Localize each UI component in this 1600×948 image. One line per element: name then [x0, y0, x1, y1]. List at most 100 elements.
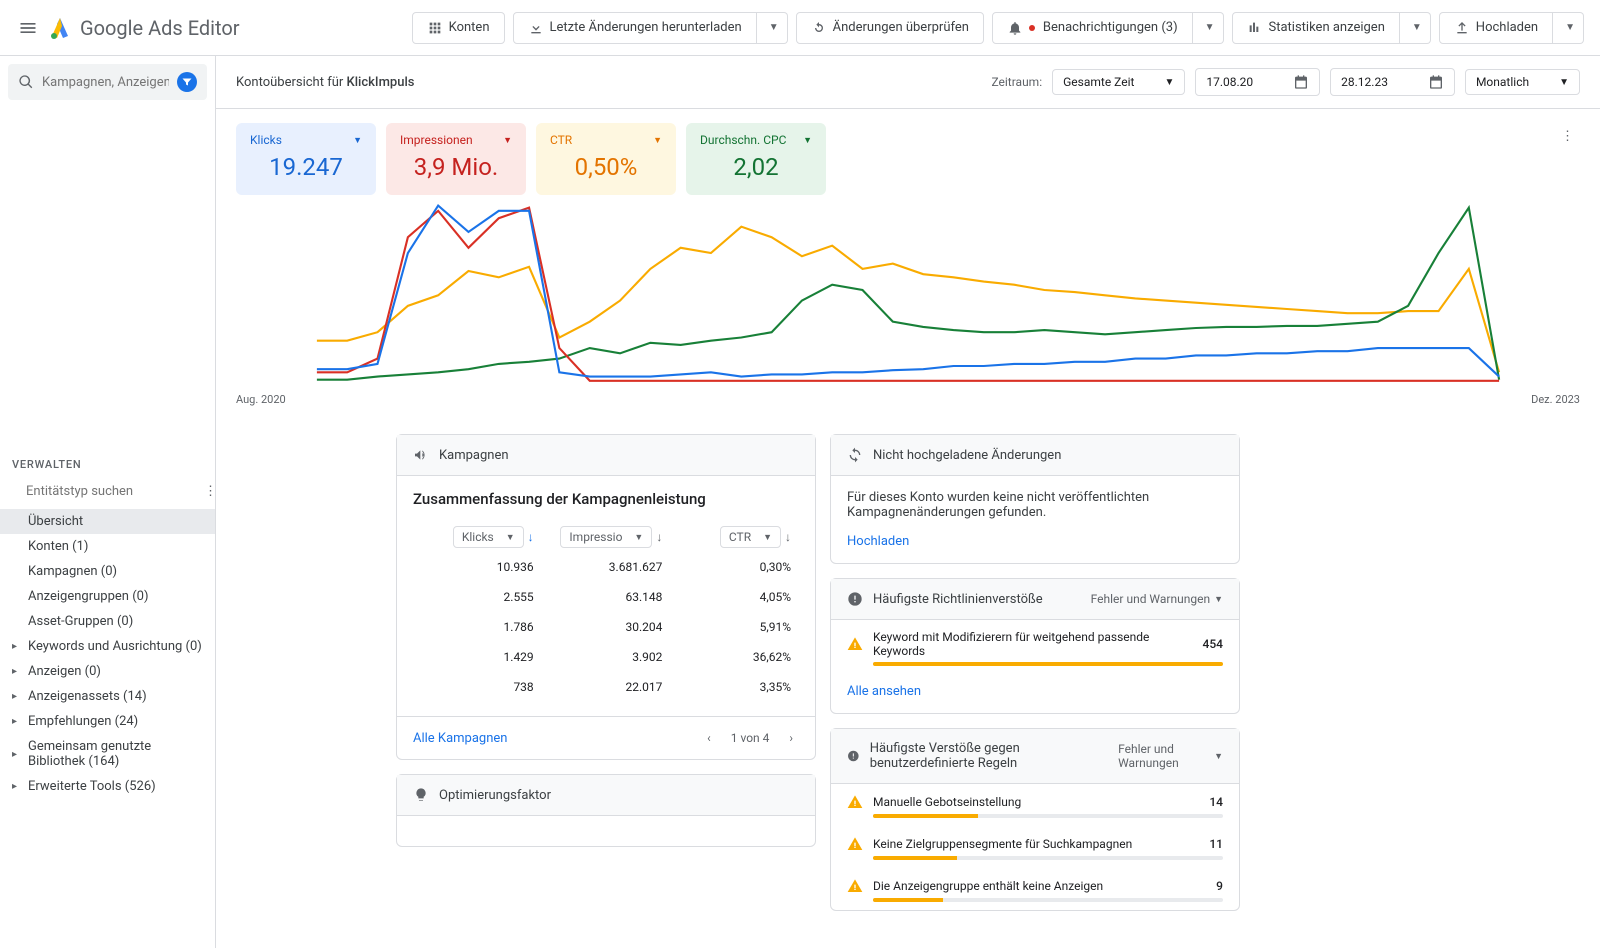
- table-row[interactable]: 1.4293.90236,62%: [413, 642, 799, 672]
- download-icon: [528, 20, 544, 36]
- metric-card[interactable]: Impressionen▼3,9 Mio.: [386, 123, 526, 195]
- nav-item[interactable]: Übersicht: [0, 509, 215, 534]
- violation-bar: [873, 814, 1223, 818]
- upload-button[interactable]: Hochladen: [1439, 12, 1553, 44]
- metric-card[interactable]: Klicks▼19.247: [236, 123, 376, 195]
- rules-filter[interactable]: Fehler und Warnungen▼: [1118, 742, 1223, 770]
- policy-panel: Häufigste Richtlinienverstöße Fehler und…: [830, 578, 1240, 714]
- all-campaigns-link[interactable]: Alle Kampagnen: [413, 731, 507, 746]
- download-label: Letzte Änderungen herunterladen: [550, 20, 742, 35]
- violation-row[interactable]: Keine Zielgruppensegmente für Suchkampag…: [831, 826, 1239, 856]
- table-row[interactable]: 10.9363.681.6270,30%: [413, 552, 799, 582]
- granularity-select[interactable]: Monatlich▼: [1465, 69, 1580, 95]
- notifications-caret[interactable]: ▼: [1193, 12, 1224, 44]
- violation-bar: [873, 662, 1223, 666]
- download-button[interactable]: Letzte Änderungen herunterladen: [513, 12, 757, 44]
- upload-label: Hochladen: [1476, 20, 1538, 35]
- app-title: Google Ads Editor: [80, 16, 240, 40]
- hamburger-menu[interactable]: [16, 16, 40, 40]
- download-caret[interactable]: ▼: [757, 12, 788, 44]
- warning-icon: [847, 878, 863, 894]
- google-ads-icon: [48, 16, 72, 40]
- lightbulb-icon: [413, 787, 429, 803]
- period-select[interactable]: Gesamte Zeit▼: [1052, 69, 1185, 95]
- date-from[interactable]: 17.08.20: [1195, 68, 1320, 96]
- campaigns-panel: Kampagnen Zusammenfassung der Kampagnenl…: [396, 434, 816, 760]
- filter-icon: [181, 76, 193, 88]
- stats-icon: [1247, 20, 1263, 36]
- violation-row[interactable]: Die Anzeigengruppe enthält keine Anzeige…: [831, 868, 1239, 898]
- opt-head-label: Optimierungsfaktor: [439, 788, 551, 803]
- period-label: Zeitraum:: [991, 75, 1042, 89]
- nav-item[interactable]: ▸Gemeinsam genutzte Bibliothek (164): [0, 734, 215, 774]
- stats-caret[interactable]: ▼: [1400, 12, 1431, 44]
- notifications-label: Benachrichtigungen (3): [1043, 20, 1178, 35]
- nav-item[interactable]: ▸Keywords und Ausrichtung (0): [0, 634, 215, 659]
- nav-item[interactable]: Kampagnen (0): [0, 559, 215, 584]
- metrics-more-icon[interactable]: ⋮: [1555, 123, 1580, 150]
- sync-icon: [847, 447, 863, 463]
- content: Kontoübersicht für KlickImpuls Zeitraum:…: [216, 56, 1600, 948]
- chart-x-end: Dez. 2023: [1531, 393, 1580, 406]
- changes-panel: Nicht hochgeladene Änderungen Für dieses…: [830, 434, 1240, 564]
- nav-item[interactable]: Anzeigengruppen (0): [0, 584, 215, 609]
- nav-item[interactable]: Konten (1): [0, 534, 215, 559]
- review-button[interactable]: Änderungen überprüfen: [796, 12, 984, 44]
- entity-search[interactable]: ⋮: [8, 477, 207, 505]
- sort-impr[interactable]: ↓: [656, 530, 662, 544]
- changes-head-label: Nicht hochgeladene Änderungen: [873, 448, 1061, 463]
- nav-item[interactable]: Asset-Gruppen (0): [0, 609, 215, 634]
- col-ctr-select[interactable]: CTR▼: [720, 526, 781, 548]
- sidebar: VERWALTEN ⋮ ÜbersichtKonten (1)Kampagnen…: [0, 56, 216, 948]
- policy-all-link[interactable]: Alle ansehen: [847, 684, 921, 699]
- nav-item[interactable]: ▸Erweiterte Tools (526): [0, 774, 215, 799]
- date-to[interactable]: 28.12.23: [1330, 68, 1455, 96]
- metrics-row: Klicks▼19.247Impressionen▼3,9 Mio.CTR▼0,…: [216, 109, 1600, 195]
- sidebar-search-input[interactable]: [42, 75, 169, 90]
- chart: [216, 195, 1600, 393]
- metric-card[interactable]: Durchschn. CPC▼2,02: [686, 123, 826, 195]
- app-logo: Google Ads Editor: [48, 16, 240, 40]
- pager-prev[interactable]: ‹: [701, 729, 717, 747]
- refresh-icon: [811, 20, 827, 36]
- nav-item[interactable]: ▸Anzeigen (0): [0, 659, 215, 684]
- metric-card[interactable]: CTR▼0,50%: [536, 123, 676, 195]
- col-impr-select[interactable]: Impressio▼: [560, 526, 652, 548]
- rules-head-label: Häufigste Verstöße gegen benutzerdefinie…: [870, 741, 1108, 771]
- accounts-label: Konten: [449, 20, 490, 35]
- bell-icon: [1007, 20, 1023, 36]
- notifications-button[interactable]: Benachrichtigungen (3): [992, 12, 1193, 44]
- upload-caret[interactable]: ▼: [1553, 12, 1584, 44]
- violation-row[interactable]: Manuelle Gebotseinstellung14: [831, 784, 1239, 814]
- upload-icon: [1454, 20, 1470, 36]
- table-row[interactable]: 73822.0173,35%: [413, 672, 799, 702]
- col-klicks-select[interactable]: Klicks▼: [453, 526, 524, 548]
- grid-icon: [427, 20, 443, 36]
- sidebar-search[interactable]: [8, 64, 207, 100]
- notification-dot: [1029, 25, 1035, 31]
- pager-text: 1 von 4: [731, 731, 770, 745]
- entity-more-icon[interactable]: ⋮: [200, 484, 216, 499]
- rules-icon: [847, 748, 860, 764]
- filter-badge[interactable]: [177, 72, 197, 92]
- stats-button[interactable]: Statistiken anzeigen: [1232, 12, 1400, 44]
- sort-klicks[interactable]: ↓: [528, 530, 534, 544]
- pager-next[interactable]: ›: [783, 729, 799, 747]
- entity-search-input[interactable]: [26, 484, 192, 499]
- changes-upload-link[interactable]: Hochladen: [847, 534, 909, 549]
- policy-icon: [847, 591, 863, 607]
- policy-filter[interactable]: Fehler und Warnungen▼: [1091, 592, 1223, 606]
- violation-row[interactable]: Keyword mit Modifizierern für weitgehend…: [831, 620, 1239, 662]
- account-name: KlickImpuls: [347, 75, 415, 90]
- accounts-button[interactable]: Konten: [412, 12, 505, 44]
- warning-icon: [847, 836, 863, 852]
- table-row[interactable]: 2.55563.1484,05%: [413, 582, 799, 612]
- warning-icon: [847, 794, 863, 810]
- policy-head-label: Häufigste Richtlinienverstöße: [873, 592, 1043, 607]
- nav-item[interactable]: ▸Anzeigenassets (14): [0, 684, 215, 709]
- megaphone-icon: [413, 447, 429, 463]
- nav-item[interactable]: ▸Empfehlungen (24): [0, 709, 215, 734]
- overview-bar: Kontoübersicht für KlickImpuls Zeitraum:…: [216, 56, 1600, 109]
- table-row[interactable]: 1.78630.2045,91%: [413, 612, 799, 642]
- sort-ctr[interactable]: ↓: [785, 530, 791, 544]
